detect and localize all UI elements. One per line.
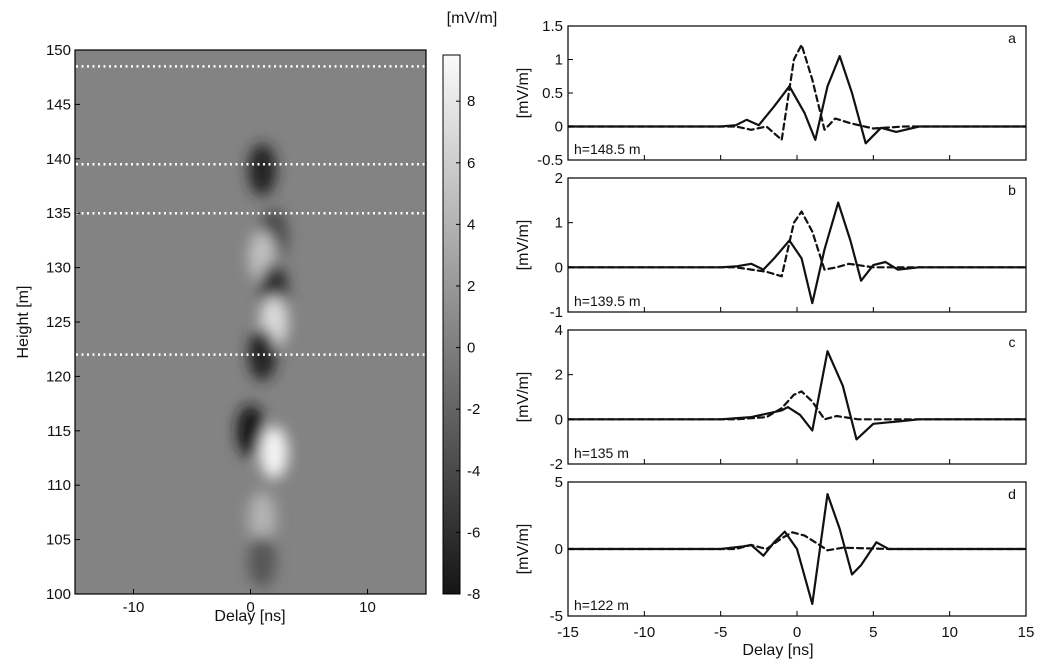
panel-y-tick-label: -1	[550, 304, 563, 321]
panel-y-tick-label: 1	[555, 52, 563, 69]
colorbar-tick-label: -8	[467, 586, 480, 603]
panel-height-label: h=139.5 m	[574, 293, 641, 309]
series-dashed-line	[568, 390, 1026, 421]
heatmap-background	[75, 50, 426, 594]
heatmap-ylabel: Height [m]	[15, 286, 32, 359]
series-dashed-line	[568, 43, 1026, 141]
panel-height-label: h=148.5 m	[574, 141, 641, 157]
panel-letter: b	[1008, 182, 1016, 198]
panel-y-tick-label: 2	[555, 367, 563, 384]
panel-y-tick-label: 1	[555, 215, 563, 232]
line-panel-b: 2 1 0 -1 b h=139.5 m [mV/m]	[515, 170, 1027, 321]
series-dashed-line	[568, 210, 1026, 278]
heatmap-feature	[248, 535, 277, 588]
colorbar-label: [mV/m]	[447, 10, 498, 27]
shared-x-tick-label: 15	[1018, 624, 1035, 641]
heatmap-x-ticks: -10 0 10	[123, 589, 376, 616]
panel-ylabel: [mV/m]	[515, 372, 532, 423]
heatmap-y-tick-label: 150	[46, 42, 71, 59]
panel-y-tick-label: 0	[555, 119, 563, 136]
colorbar-tick-label: -6	[467, 524, 480, 541]
line-panel-d: 5 0 -5 d h=122 m [mV/m]	[515, 474, 1027, 625]
heatmap-x-tick-label: -10	[123, 599, 145, 616]
series-solid-line	[568, 350, 1026, 441]
heatmap-x-tick-label: 10	[359, 599, 376, 616]
heatmap-y-tick-label: 110	[47, 477, 71, 494]
panel-height-label: h=122 m	[574, 597, 629, 613]
heatmap-y-tick-label: 140	[46, 151, 71, 168]
colorbar-tick-label: 4	[467, 216, 475, 233]
panel-y-tick-label: 2	[555, 170, 563, 187]
line-panel-a: 1.5 1 0.5 0 -0.5 a h=148.5 m [mV/m]	[515, 18, 1027, 169]
shared-x-ticks: -15 -10 -5 0 5 10 15	[557, 624, 1034, 641]
panel-y-tick-label: 0.5	[542, 85, 563, 102]
line-panels: 1.5 1 0.5 0 -0.5 a h=148.5 m [mV/m] 2 1 0 -1 b h=139.…	[515, 18, 1027, 625]
colorbar-tick-label: -2	[467, 401, 480, 418]
heatmap-feature	[248, 328, 277, 381]
heatmap-y-tick-label: 125	[46, 314, 71, 331]
colorbar: -8 -6 -4 -2 0 2 4 6 8 [mV/m]	[442, 10, 498, 603]
panel-y-tick-label: 5	[555, 474, 563, 491]
heatmap-y-ticks: 100 105 110 115 120 125 130 135 140 145 150	[46, 42, 80, 603]
panel-frame	[567, 329, 1027, 465]
heatmap-y-tick-label: 100	[46, 586, 71, 603]
series-dashed-line	[568, 531, 1026, 552]
heatmap-x-tick-label: 0	[246, 599, 254, 616]
colorbar-tick-label: 0	[467, 340, 475, 357]
panel-frame	[567, 25, 1027, 161]
shared-x-tick-label: -5	[714, 624, 727, 641]
panel-letter: a	[1008, 30, 1016, 46]
colorbar-tick-label: 8	[467, 93, 475, 110]
panel-y-tick-label: -5	[550, 608, 563, 625]
colorbar-ticks: -8 -6 -4 -2 0 2 4 6 8	[456, 93, 480, 603]
colorbar-tick-label: -4	[467, 463, 480, 480]
heatmap-feature	[248, 143, 277, 196]
heatmap-feature	[248, 491, 277, 544]
panel-y-tick-label: 4	[555, 322, 563, 339]
heatmap-y-tick-label: 120	[46, 368, 71, 385]
panel-height-label: h=135 m	[574, 445, 629, 461]
panel-y-tick-label: 0	[555, 541, 563, 558]
panel-letter: c	[1009, 334, 1016, 350]
series-solid-line	[568, 201, 1026, 305]
line-panel-c: 4 2 0 -2 c h=135 m [mV/m]	[515, 322, 1027, 473]
panel-ylabel: [mV/m]	[515, 524, 532, 575]
shared-x-tick-label: -10	[633, 624, 655, 641]
heatmap-xlabel: Delay [ns]	[214, 608, 285, 625]
series-solid-line	[568, 55, 1026, 145]
colorbar-tick-label: 6	[467, 155, 475, 172]
heatmap-features	[236, 143, 288, 588]
heatmap-y-tick-label: 105	[46, 532, 71, 549]
heatmap-panel: 100 105 110 115 120 125 130 135 140 145 150 -10 0 10…	[15, 42, 427, 625]
panel-y-tick-label: -0.5	[537, 152, 563, 169]
panel-y-tick-label: -2	[550, 456, 563, 473]
shared-x-tick-label: 0	[793, 624, 801, 641]
panel-frame	[567, 177, 1027, 313]
panel-y-tick-label: 1.5	[542, 18, 563, 35]
colorbar-tick-label: 2	[467, 278, 475, 295]
panel-ylabel: [mV/m]	[515, 68, 532, 119]
panel-y-tick-label: 0	[555, 411, 563, 428]
shared-x-tick-label: -15	[557, 624, 579, 641]
shared-x-tick-label: 10	[941, 624, 958, 641]
panel-ylabel: [mV/m]	[515, 220, 532, 271]
shared-x-tick-label: 5	[869, 624, 877, 641]
heatmap-feature	[259, 426, 288, 479]
heatmap-y-tick-label: 115	[47, 423, 71, 440]
line-panels-xlabel: Delay [ns]	[742, 642, 813, 659]
panel-y-tick-label: 0	[555, 259, 563, 276]
heatmap-feature	[236, 404, 265, 457]
heatmap-y-tick-label: 130	[46, 260, 71, 277]
heatmap-y-tick-label: 135	[46, 205, 71, 222]
colorbar-gradient	[442, 54, 461, 595]
panel-letter: d	[1008, 486, 1016, 502]
heatmap-y-tick-label: 145	[46, 96, 71, 113]
